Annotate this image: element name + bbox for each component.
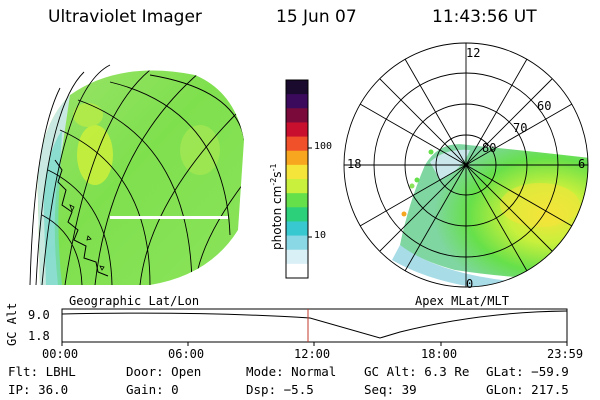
altitude-timeline xyxy=(61,308,568,346)
lat-label-70: 70 xyxy=(513,121,528,135)
lat-label-60: 60 xyxy=(537,99,552,113)
altitude-ytick-high: 9.0 xyxy=(28,308,50,322)
mlt-label-12: 12 xyxy=(466,46,481,60)
altitude-xtick-4: 23:59 xyxy=(547,347,584,361)
color-scale-bar xyxy=(285,79,312,279)
colorbar-swatch xyxy=(286,164,308,180)
altitude-xtick-1: 06:00 xyxy=(168,347,205,361)
altitude-xtick-3: 18:00 xyxy=(421,347,458,361)
left-panel-caption: Geographic Lat/Lon xyxy=(69,294,200,308)
mlt-label-18: 18 xyxy=(347,157,362,171)
altitude-xtick-2: 12:00 xyxy=(294,347,331,361)
colorbar-swatch xyxy=(286,122,308,138)
auroral-oval xyxy=(400,144,588,280)
colorbar-tick-10: 10 xyxy=(314,230,327,241)
info-mode: Mode: Normal xyxy=(246,364,337,379)
info-glat: GLat: −59.9 xyxy=(486,364,569,379)
altitude-xtick-0: 00:00 xyxy=(42,347,79,361)
colorbar-tick-100: 100 xyxy=(314,141,333,152)
colorbar-swatch xyxy=(286,263,308,279)
colorbar-swatch xyxy=(286,136,308,152)
coastline xyxy=(54,159,109,277)
colorbar-border xyxy=(285,79,309,279)
colorbar-swatch xyxy=(286,193,308,208)
info-dsp: Dsp: −5.5 xyxy=(246,382,314,397)
instrument-title: Ultraviolet Imager xyxy=(48,7,202,27)
date-label: 15 Jun 07 xyxy=(276,7,357,27)
colorbar-swatch xyxy=(286,179,308,194)
time-label: 11:43:56 UT xyxy=(432,7,537,27)
colorbar-swatch xyxy=(286,249,308,265)
info-flt: Flt: LBHL xyxy=(8,364,76,379)
colorbar-swatch xyxy=(286,94,308,109)
info-gain: Gain: 0 xyxy=(126,382,179,397)
colorbar-unit-label: photon cm-2s-1 xyxy=(269,163,284,250)
altitude-ytick-low: 1.8 xyxy=(28,329,50,343)
colorbar-swatch xyxy=(286,80,308,95)
info-ip: IP: 36.0 xyxy=(8,382,69,397)
mlt-label-6: 6 xyxy=(578,157,586,171)
info-door: Door: Open xyxy=(126,364,202,379)
geographic-map-panel xyxy=(29,64,245,286)
lat-label-80: 80 xyxy=(482,141,497,155)
colorbar-swatch xyxy=(286,235,308,251)
polar-mlt-panel xyxy=(343,42,589,288)
right-panel-caption: Apex MLat/MLT xyxy=(415,294,509,308)
mlt-label-0: 0 xyxy=(466,277,474,291)
altitude-curve xyxy=(61,310,568,339)
info-seq: Seq: 39 xyxy=(364,382,417,397)
colorbar-swatch xyxy=(286,108,308,123)
colorbar-swatch xyxy=(286,221,308,237)
colorbar-swatch xyxy=(286,207,308,222)
colorbar-swatch xyxy=(286,150,308,166)
altitude-ylabel: GC Alt xyxy=(5,302,19,346)
detector-streak xyxy=(110,216,228,219)
info-gc-alt: GC Alt: 6.3 Re xyxy=(364,364,470,379)
info-glon: GLon: 217.5 xyxy=(486,382,569,397)
